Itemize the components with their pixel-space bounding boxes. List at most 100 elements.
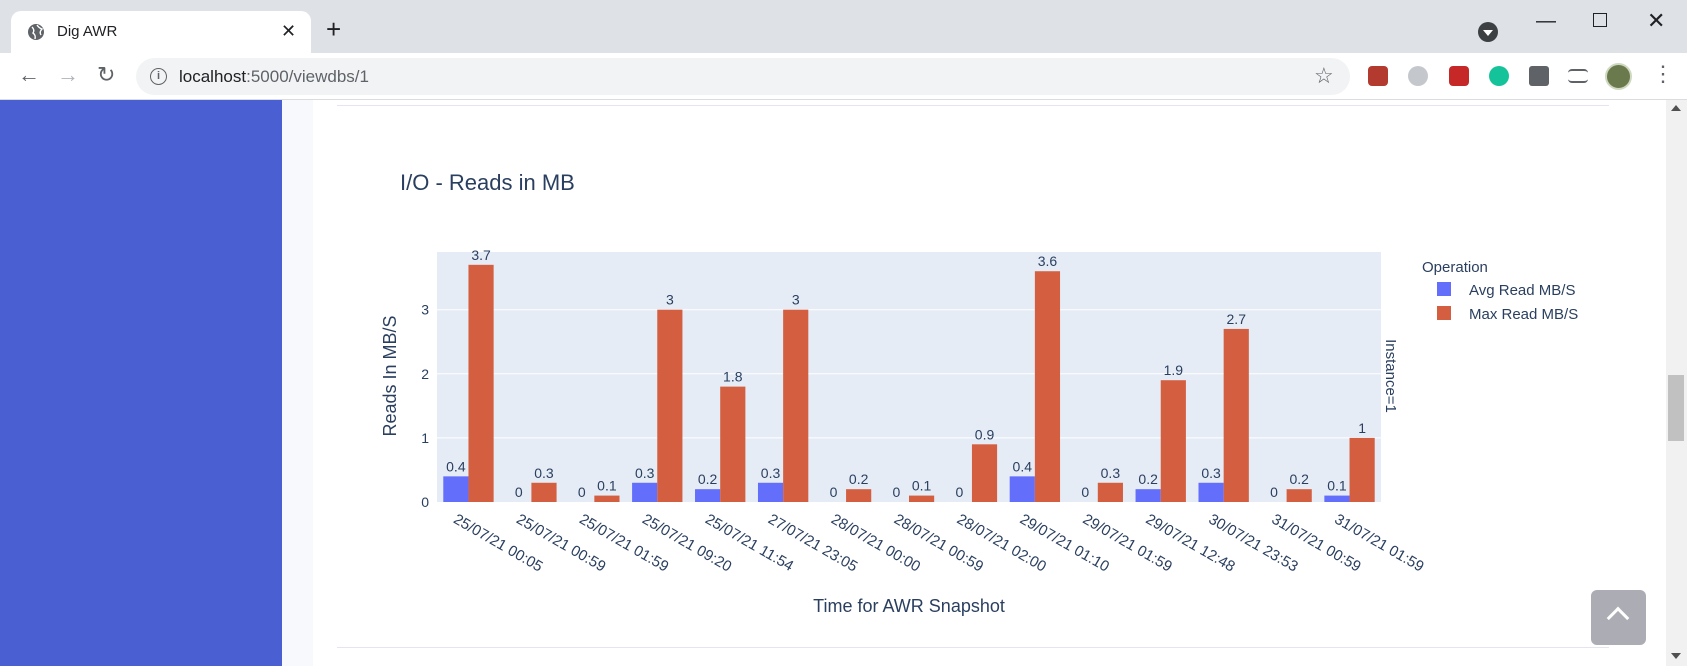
data-label: 1.9 bbox=[1164, 362, 1184, 378]
maximize-button[interactable] bbox=[1593, 13, 1607, 27]
chart-title: I/O - Reads in MB bbox=[400, 170, 575, 195]
menu-icon[interactable]: ⋮ bbox=[1652, 61, 1674, 86]
browser-tab[interactable]: Dig AWR ✕ bbox=[11, 11, 311, 53]
avg-read-bar bbox=[1324, 495, 1350, 502]
chevron-up-icon bbox=[1606, 606, 1630, 630]
data-label: 3 bbox=[792, 292, 800, 308]
data-label: 0.1 bbox=[597, 478, 617, 494]
url-path: :5000/viewdbs/1 bbox=[246, 67, 369, 86]
card-divider-bottom bbox=[337, 647, 1609, 648]
max-read-bar bbox=[971, 444, 998, 502]
max-read-bar bbox=[846, 489, 872, 502]
star-icon[interactable]: ☆ bbox=[1314, 63, 1334, 88]
data-label: 0.4 bbox=[446, 458, 466, 474]
bars bbox=[443, 264, 1375, 502]
avg-read-bar bbox=[695, 489, 721, 502]
data-label: 1 bbox=[1358, 420, 1366, 436]
data-label: 0.4 bbox=[1013, 458, 1033, 474]
reload-button[interactable]: ↻ bbox=[97, 62, 116, 87]
data-label: 0 bbox=[893, 484, 901, 500]
sidebar bbox=[0, 100, 282, 666]
x-axis-label: Time for AWR Snapshot bbox=[813, 596, 1005, 616]
data-label: 0 bbox=[578, 484, 586, 500]
data-label: 0.2 bbox=[698, 471, 718, 487]
y-axis-label: Reads In MB/S bbox=[380, 315, 400, 436]
tab-search-icon[interactable] bbox=[1478, 22, 1498, 42]
info-icon[interactable]: i bbox=[150, 68, 167, 85]
data-label: 0.3 bbox=[761, 465, 781, 481]
max-read-bar bbox=[657, 309, 683, 502]
max-read-bar bbox=[1286, 489, 1312, 502]
legend-swatch-max bbox=[1437, 306, 1451, 320]
address-bar[interactable]: i localhost:5000/viewdbs/1 ☆ bbox=[136, 58, 1350, 95]
profile-avatar[interactable] bbox=[1605, 63, 1632, 90]
tab-close-icon[interactable]: ✕ bbox=[281, 21, 297, 41]
data-label: 0 bbox=[830, 484, 838, 500]
data-label: 3.6 bbox=[1038, 253, 1058, 269]
data-label: 0 bbox=[515, 484, 523, 500]
data-label: 3 bbox=[666, 292, 674, 308]
max-read-bar bbox=[468, 264, 494, 502]
data-label: 0.3 bbox=[534, 465, 554, 481]
data-label: 0.1 bbox=[1327, 478, 1347, 494]
data-label: 0.2 bbox=[1138, 471, 1158, 487]
data-label: 3.7 bbox=[471, 247, 491, 263]
back-to-top-button[interactable] bbox=[1591, 590, 1646, 645]
forward-button[interactable]: → bbox=[57, 62, 79, 87]
max-read-bar bbox=[909, 495, 935, 502]
y-tick-label: 2 bbox=[421, 366, 429, 382]
max-read-bar bbox=[531, 482, 557, 502]
avg-read-bar bbox=[1135, 489, 1161, 502]
legend-label-max: Max Read MB/S bbox=[1469, 306, 1578, 323]
url-host: localhost bbox=[179, 67, 247, 86]
back-button[interactable]: ← bbox=[18, 62, 40, 87]
scroll-down-arrow-icon[interactable] bbox=[1671, 653, 1681, 659]
max-read-bar bbox=[594, 495, 620, 502]
browser-toolbar: ← → ↻ i localhost:5000/viewdbs/1 ☆ bbox=[0, 53, 1687, 100]
facet-label: Instance=1 bbox=[1382, 339, 1399, 413]
data-label: 0 bbox=[1081, 484, 1089, 500]
tab-strip: Dig AWR ✕ + — ✕ bbox=[0, 0, 1687, 53]
data-label: 1.8 bbox=[723, 369, 743, 385]
avg-read-bar bbox=[757, 482, 784, 502]
y-tick-label: 3 bbox=[421, 302, 429, 318]
legend-swatch-avg bbox=[1437, 282, 1451, 296]
y-tick-label: 1 bbox=[421, 430, 429, 446]
grammarly-icon[interactable] bbox=[1489, 66, 1509, 86]
data-label: 0.3 bbox=[1101, 465, 1121, 481]
extension-book-icon[interactable] bbox=[1368, 66, 1388, 86]
tab-title: Dig AWR bbox=[57, 23, 118, 40]
scroll-thumb[interactable] bbox=[1668, 375, 1684, 441]
avg-read-bar bbox=[1009, 476, 1035, 502]
window-close-button[interactable]: ✕ bbox=[1647, 8, 1666, 33]
card-divider-top bbox=[337, 105, 1609, 106]
globe-icon bbox=[28, 24, 44, 40]
max-read-bar bbox=[1034, 271, 1061, 502]
y-tick-labels: 0 1 2 3 bbox=[421, 302, 429, 510]
avg-read-bar bbox=[443, 476, 469, 502]
extension-video-icon[interactable] bbox=[1449, 66, 1469, 86]
page-scrollbar[interactable] bbox=[1666, 100, 1687, 666]
minimize-button[interactable]: — bbox=[1536, 10, 1556, 32]
max-read-bar bbox=[1097, 482, 1123, 502]
data-labels: 0.4 3.7 0 0.3 0 0.1 0.3 3 0.2 1.8 0.3 3 0 0.2 0 0.1 0 0.9… bbox=[446, 247, 1366, 500]
extensions-puzzle-icon[interactable] bbox=[1529, 66, 1549, 86]
max-read-bar bbox=[720, 386, 746, 502]
reading-list-icon[interactable] bbox=[1568, 69, 1588, 83]
url-text[interactable]: localhost:5000/viewdbs/1 bbox=[179, 67, 369, 87]
y-tick-label: 0 bbox=[421, 494, 429, 510]
max-read-bar bbox=[1349, 437, 1375, 502]
data-label: 0.3 bbox=[635, 465, 655, 481]
data-label: 0 bbox=[955, 484, 963, 500]
data-label: 0.2 bbox=[849, 471, 869, 487]
avg-read-bar bbox=[1198, 482, 1224, 502]
data-label: 2.7 bbox=[1227, 311, 1247, 327]
extension-link-icon[interactable] bbox=[1408, 66, 1428, 86]
legend: Operation Avg Read MB/S Max Read MB/S bbox=[1422, 259, 1578, 323]
scroll-up-arrow-icon[interactable] bbox=[1671, 105, 1681, 111]
max-read-bar bbox=[1223, 328, 1249, 502]
new-tab-button[interactable]: + bbox=[326, 14, 342, 44]
data-label: 0.2 bbox=[1289, 471, 1309, 487]
